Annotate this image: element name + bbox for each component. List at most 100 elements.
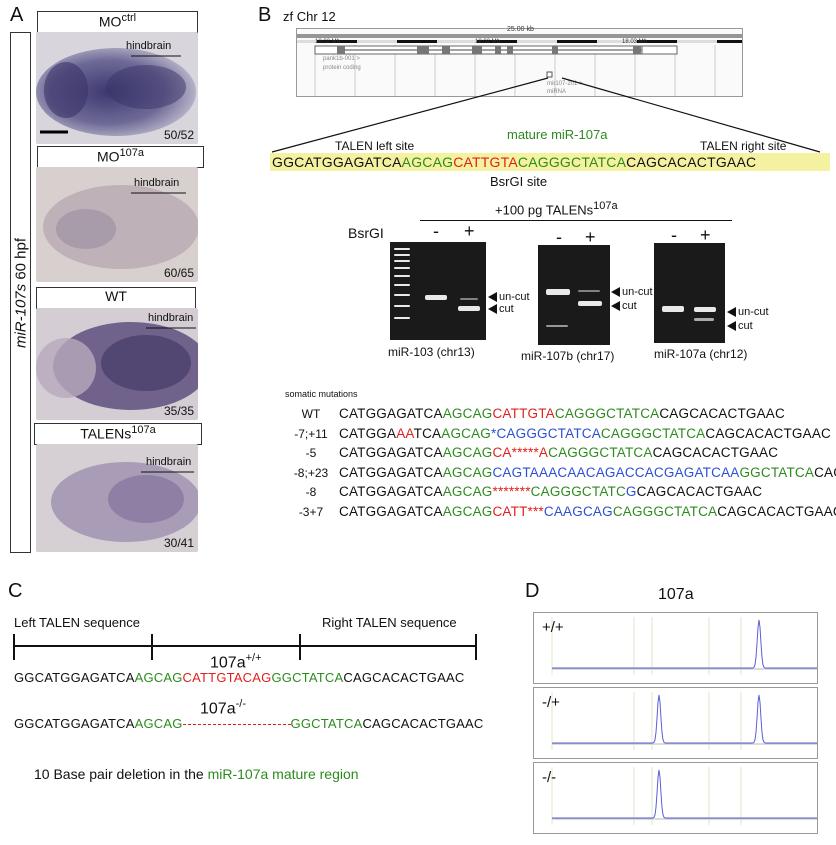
chromosome-title: zf Chr 12 xyxy=(283,9,336,24)
sequence-segment: CAGCACACTGAAC xyxy=(652,445,779,460)
sequence-segment: CATTGTACAG xyxy=(182,670,272,685)
mutation-label: -7;+11 xyxy=(294,426,328,441)
gene-label: pank1b-001 > xyxy=(323,56,360,62)
mutation-row: -7;+11 CATGGAAATCAAGCAG*CAGGGCTATCACAGGGC… xyxy=(283,425,831,443)
mutation-label: -3+7 xyxy=(298,504,324,519)
panel-letter-d: D xyxy=(525,580,540,602)
wt-sequence: GGCATGGAGATCAAGCAGCATTGTACAGGGCTATCACAGC… xyxy=(14,670,464,685)
mutation-row: WT CATGGAGATCAAGCAGCATTGTACAGGGCTATCACAGC… xyxy=(283,405,785,423)
mutation-sequence: CATGGAGATCAAGCAGCATT***CAAGCAGCAGGGCTATC… xyxy=(339,504,836,519)
sequence-segment: CAGCACACTGAAC xyxy=(636,484,763,499)
chromatogram-trace xyxy=(552,694,817,744)
gel-title-rule xyxy=(420,220,732,221)
gel-mir107b xyxy=(538,245,610,345)
mutation-label: -8 xyxy=(305,485,317,499)
lane-minus: - xyxy=(671,225,677,245)
side-label-gene: miR-107s xyxy=(12,283,29,348)
region-label: hindbrain xyxy=(146,456,192,468)
panel-letter-a: A xyxy=(10,4,24,26)
gel-label: miR-103 (chr13) xyxy=(388,345,475,359)
lane-plus: + xyxy=(464,221,475,241)
sequence-segment: CATGGA xyxy=(339,425,397,441)
mutation-row: -8 CATGGAGATCAAGCAG*******CAGGGCTATCGCAGC… xyxy=(283,483,762,501)
sequence-segment: AGCAG xyxy=(442,484,493,499)
gel-arrow-cut: cut xyxy=(727,320,753,332)
mutation-label: -5 xyxy=(305,446,317,460)
bsrgi-label: BsrGI xyxy=(348,225,384,241)
deletion-caption: 10 Base pair deletion in the miR-107a ma… xyxy=(34,766,359,782)
sequence-segment: AGCAG xyxy=(441,425,492,441)
genotype-label: -/+ xyxy=(542,694,560,711)
chromatogram-plot xyxy=(551,692,817,750)
somatic-title: somatic mutations xyxy=(285,389,358,399)
mature-label: mature miR-107a xyxy=(507,127,608,142)
lane-plus: + xyxy=(585,227,596,247)
gene-label: mir107-201 > xyxy=(547,81,583,87)
sequence-segment: GGCTATCA xyxy=(290,716,363,731)
sequence-segment: CATT*** xyxy=(492,503,544,519)
gel-title: +100 pg TALENs107a xyxy=(495,200,618,218)
sequence-segment: CAGCACACTGAAC xyxy=(705,425,831,441)
sequence-segment: CAAGCAG xyxy=(543,503,613,519)
sequence-segment: GGCTATCA xyxy=(739,464,815,480)
talen-right-label: TALEN right site xyxy=(700,139,787,153)
sequence-segment: CATTGTA xyxy=(492,406,555,421)
embryo-count: 35/35 xyxy=(163,404,194,418)
embryo-mo-107a: hindbrain 60/65 xyxy=(36,167,198,282)
sequence-segment: *CAGGGCTATCA xyxy=(491,425,601,441)
chromatogram-trace xyxy=(552,619,817,669)
scale-label: 25.00 kb xyxy=(507,26,534,33)
sequence-segment: AGCAG xyxy=(134,670,183,685)
chromatogram: +/+ xyxy=(533,612,818,684)
chromatogram-plot xyxy=(551,767,817,825)
mutation-row: -8;+23 CATGGAGATCAAGCAGCAGTAAACAACAGACCAC… xyxy=(283,464,836,482)
sequence-segment: CAGGGCTATC xyxy=(530,484,626,499)
side-label-stage: 60 hpf xyxy=(12,237,29,284)
gel-arrow-uncut: un-cut xyxy=(727,306,769,318)
left-talen-label: Left TALEN sequence xyxy=(14,615,140,630)
sequence-segment: CAGCACACTGAAC xyxy=(362,716,484,731)
sequence-segment: CAGC xyxy=(814,464,836,480)
sequence-segment: CAGGGCTATCA xyxy=(600,425,706,441)
sequence-segment: ******* xyxy=(492,484,531,499)
sequence-segment: GGCTATCA xyxy=(271,670,344,685)
sequence-segment: AGCAG xyxy=(134,716,183,731)
label-mo-107a: MO107a xyxy=(37,146,204,168)
embryo-count: 50/52 xyxy=(163,128,194,142)
sequence-segment: AGCAG xyxy=(442,406,493,421)
sequence-segment: CAGGGCTATCA xyxy=(612,503,718,519)
sequence-segment: CATGGAGATCA xyxy=(339,464,443,480)
panel-a-side-label: miR-107s 60 hpf xyxy=(10,32,31,553)
embryo-count: 60/65 xyxy=(163,266,194,280)
gel-arrow-cut: cut xyxy=(611,300,637,312)
sequence-segment: TCA xyxy=(413,425,442,441)
sequence-segment: CAGGGCTATCA xyxy=(548,445,653,460)
sequence-segment: CATGGAGATCA xyxy=(339,503,443,519)
sequence-segment: AGCAG xyxy=(442,503,493,519)
sequence-segment: CATGGAGATCA xyxy=(339,484,443,499)
sequence-segment: CAGCACACTGAAC xyxy=(343,670,465,685)
mutation-sequence: CATGGAGATCAAGCAGCATTGTACAGGGCTATCACAGCAC… xyxy=(339,406,785,421)
sequence-segment: AGCAG xyxy=(442,445,493,460)
chromatogram-plot xyxy=(551,617,817,675)
target-sequence: GGCATGGAGATCAAGCAGCATTGTACAGGGCTATCACAGC… xyxy=(270,153,830,171)
position-label: 18.03 Mb xyxy=(622,39,648,45)
sequence-segment: CAGCACACTGAAC xyxy=(659,406,785,421)
chromatogram-trace xyxy=(552,769,817,819)
mutation-sequence: CATGGAGATCAAGCAG*******CAGGGCTATCGCAGCAC… xyxy=(339,484,762,499)
lane-minus: - xyxy=(556,227,562,247)
bsrgi-site-label: BsrGI site xyxy=(490,174,548,189)
embryo-talens-107a: hindbrain 30/41 xyxy=(36,444,198,552)
embryo-count: 30/41 xyxy=(163,536,194,550)
chromatogram: -/- xyxy=(533,762,818,834)
sequence-segment: G xyxy=(625,484,637,499)
mutation-row: -3+7 CATGGAGATCAAGCAGCATT***CAAGCAGCAGGGC… xyxy=(283,503,836,521)
panel-letter-c: C xyxy=(8,580,23,602)
gel-label: miR-107b (chr17) xyxy=(521,349,615,363)
sequence-segment: GGCATGGAGATCA xyxy=(14,670,135,685)
gene-label: miRNA xyxy=(547,89,566,95)
label-talens-107a: TALENs107a xyxy=(34,423,202,445)
sequence-segment: CAGCACACTGAACAGC xyxy=(717,503,836,519)
sequence-segment: CATGGAGATCA xyxy=(339,445,443,460)
ko-genotype-label: 107a-/- xyxy=(200,698,246,718)
